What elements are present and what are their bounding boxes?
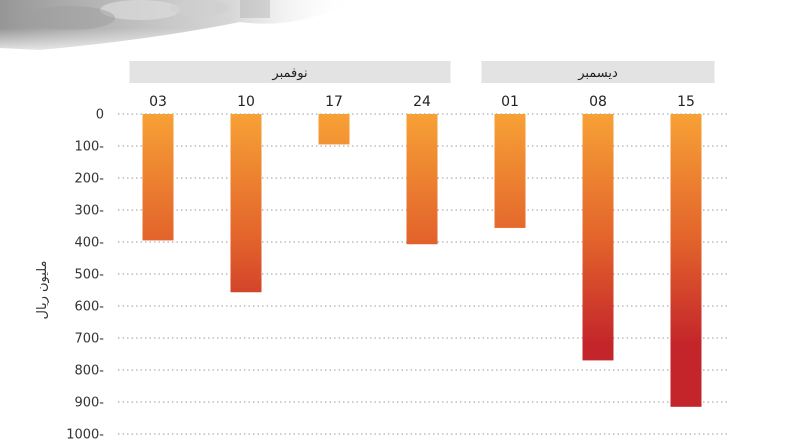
category-label: 08 — [589, 94, 607, 110]
y-tick-label: 400- — [74, 236, 104, 251]
category-label: 24 — [413, 94, 431, 110]
y-tick-label: 300- — [74, 204, 104, 219]
y-tick-label: 0 — [96, 108, 104, 123]
category-label: 01 — [501, 94, 519, 110]
month-label: ديسمبر — [577, 66, 618, 81]
y-tick-label: 1000- — [66, 428, 104, 443]
y-tick-label: 600- — [74, 300, 104, 315]
bar — [494, 114, 526, 228]
month-band — [129, 61, 451, 83]
category-label: 10 — [237, 94, 255, 110]
bar — [406, 114, 438, 245]
bar — [230, 114, 262, 293]
y-tick-label: 800- — [74, 364, 104, 379]
category-label: 03 — [149, 94, 167, 110]
y-tick-label: 700- — [74, 332, 104, 347]
bar — [670, 114, 702, 407]
y-tick-label: 100- — [74, 140, 104, 155]
category-label: 15 — [677, 94, 695, 110]
bar — [142, 114, 174, 241]
bar — [318, 114, 350, 145]
y-tick-label: 200- — [74, 172, 104, 187]
y-axis-label: مليون ريال — [35, 261, 50, 320]
y-tick-label: 500- — [74, 268, 104, 283]
month-label: نوفمبر — [271, 66, 307, 81]
header-photo — [0, 0, 360, 58]
category-label: 17 — [325, 94, 343, 110]
y-tick-label: 900- — [74, 396, 104, 411]
bar — [582, 114, 614, 361]
month-band — [481, 61, 715, 83]
